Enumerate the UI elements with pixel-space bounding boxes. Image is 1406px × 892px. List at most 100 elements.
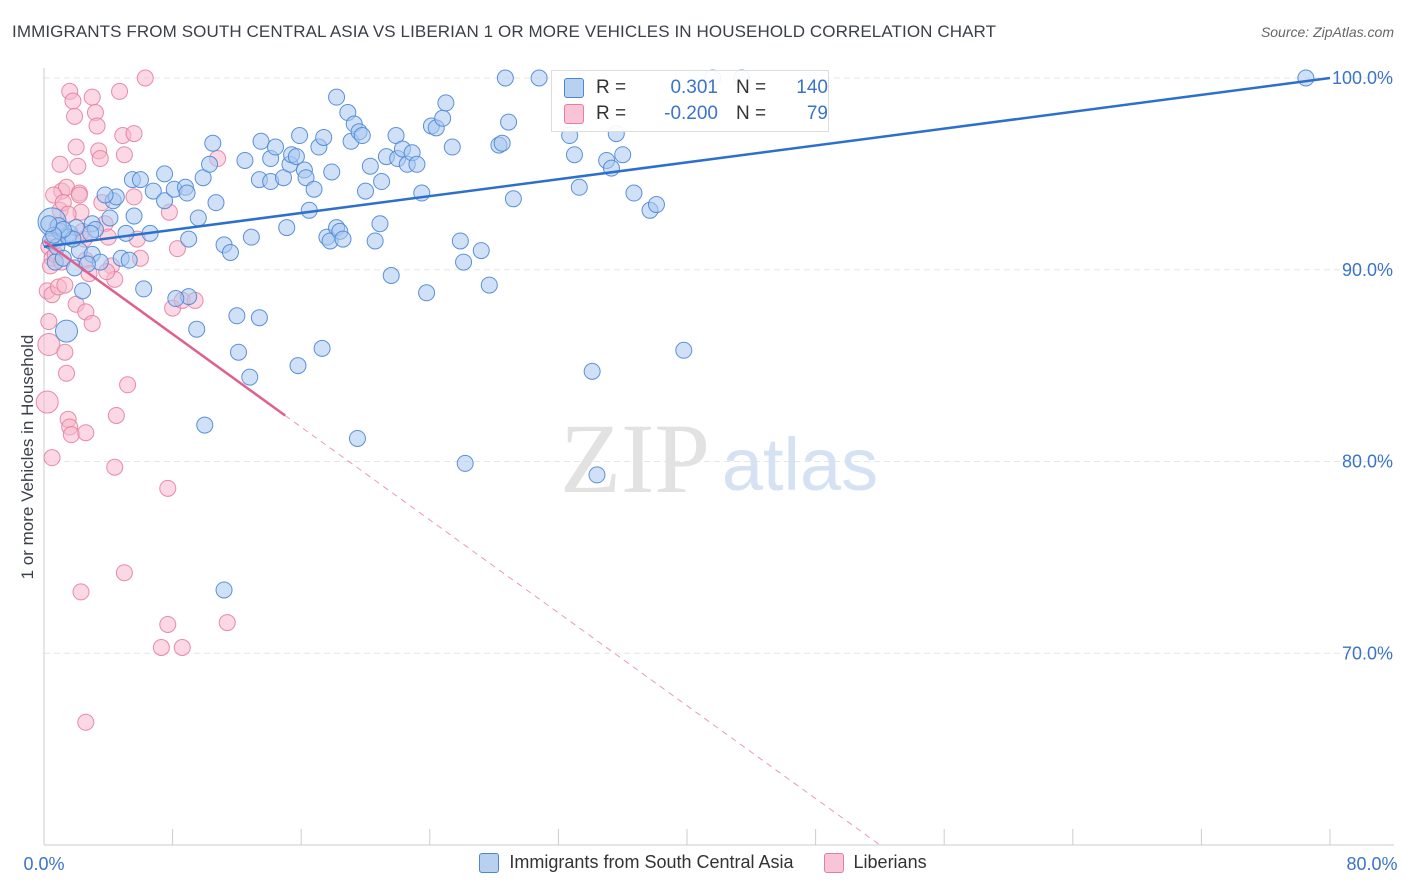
n-value: 79	[806, 103, 828, 124]
data-point-south-central-asia	[348, 429, 366, 447]
data-point-south-central-asia	[221, 243, 239, 261]
data-point-liberians	[106, 458, 124, 476]
data-point-south-central-asia	[408, 155, 426, 173]
trend-line-liberians-extension	[284, 415, 881, 846]
data-point-south-central-asia	[625, 184, 643, 202]
blue-swatch	[479, 852, 500, 873]
data-point-south-central-asia	[313, 339, 331, 357]
legend-label: Liberians	[853, 852, 927, 872]
legend-label: Immigrants from South Central Asia	[509, 852, 794, 872]
axes	[43, 68, 1394, 846]
data-point-south-central-asia	[675, 341, 693, 359]
data-point-south-central-asia	[443, 138, 461, 156]
data-point-south-central-asia	[418, 284, 436, 302]
r-label: R =	[596, 103, 627, 124]
data-point-liberians	[107, 406, 125, 424]
r-value: -0.200	[664, 103, 718, 124]
data-point-south-central-asia	[144, 182, 162, 200]
data-point-liberians	[173, 638, 191, 656]
trend-line-south-central-asia	[43, 76, 1331, 248]
data-point-liberians	[64, 92, 82, 110]
south-central-asia-points	[37, 69, 1315, 599]
data-point-liberians	[159, 479, 177, 497]
gridlines	[44, 77, 1394, 654]
data-point-liberians	[125, 125, 143, 143]
data-point-south-central-asia	[180, 230, 198, 248]
data-point-south-central-asia	[614, 146, 632, 164]
data-point-liberians	[218, 614, 236, 632]
data-point-south-central-asia	[373, 173, 391, 191]
data-point-south-central-asia	[588, 466, 606, 484]
data-point-liberians	[111, 82, 129, 100]
data-point-south-central-asia	[189, 209, 207, 227]
data-point-liberians	[69, 157, 87, 175]
data-point-liberians	[115, 146, 133, 164]
data-point-south-central-asia	[178, 184, 196, 202]
data-point-liberians	[70, 186, 88, 204]
data-point-liberians	[56, 276, 74, 294]
data-point-south-central-asia	[382, 267, 400, 285]
data-point-south-central-asia	[96, 186, 114, 204]
data-point-south-central-asia	[456, 454, 474, 472]
data-point-south-central-asia	[156, 165, 174, 183]
data-point-south-central-asia	[565, 146, 583, 164]
data-point-south-central-asia	[451, 232, 469, 250]
pink-swatch	[564, 104, 584, 124]
data-point-south-central-asia	[207, 194, 225, 212]
x-tick-label: 80.0%	[1346, 854, 1397, 874]
blue-swatch	[564, 78, 584, 98]
data-point-liberians	[51, 155, 69, 173]
data-point-south-central-asia	[366, 232, 384, 250]
data-point-south-central-asia	[40, 215, 58, 233]
data-point-south-central-asia	[74, 282, 92, 300]
data-point-south-central-asia	[328, 88, 346, 106]
data-point-south-central-asia	[353, 127, 371, 145]
data-point-liberians	[40, 313, 58, 331]
data-point-south-central-asia	[117, 224, 135, 242]
pink-swatch	[823, 852, 844, 873]
data-point-south-central-asia	[120, 251, 138, 269]
data-point-liberians	[35, 390, 59, 414]
trend-line-liberians	[43, 239, 286, 417]
data-point-south-central-asia	[188, 320, 206, 338]
data-point-south-central-asia	[530, 69, 548, 87]
watermark-atlas: atlas	[722, 423, 878, 506]
stats-row-pink: R = -0.200 N = 79	[564, 101, 828, 127]
n-label: N =	[736, 77, 767, 98]
data-point-liberians	[119, 376, 137, 394]
data-point-south-central-asia	[278, 219, 296, 237]
data-point-liberians	[66, 107, 84, 125]
data-point-south-central-asia	[204, 134, 222, 152]
data-point-south-central-asia	[156, 192, 174, 210]
data-point-south-central-asia	[289, 357, 307, 375]
data-point-south-central-asia	[583, 362, 601, 380]
data-point-south-central-asia	[125, 207, 143, 225]
data-point-liberians	[56, 343, 74, 361]
r-label: R =	[596, 77, 627, 98]
data-point-south-central-asia	[287, 148, 305, 166]
data-point-south-central-asia	[230, 343, 248, 361]
data-point-south-central-asia	[241, 368, 259, 386]
data-point-south-central-asia	[250, 309, 268, 327]
data-point-south-central-asia	[315, 128, 333, 146]
y-tick-label: 90.0%	[1342, 260, 1393, 280]
trend-lines	[43, 76, 1331, 846]
data-point-south-central-asia	[228, 307, 246, 325]
data-point-south-central-asia	[55, 319, 79, 343]
series-legend: Immigrants from South Central Asia Liber…	[0, 852, 1406, 873]
data-point-south-central-asia	[371, 215, 389, 233]
data-point-liberians	[83, 88, 101, 106]
data-point-south-central-asia	[361, 157, 379, 175]
data-point-south-central-asia	[54, 249, 72, 267]
r-value: 0.301	[670, 77, 718, 98]
data-point-liberians	[136, 69, 154, 87]
data-point-liberians	[88, 117, 106, 135]
y-tick-label: 80.0%	[1342, 452, 1393, 472]
data-point-south-central-asia	[1297, 69, 1315, 87]
source-label: Source: ZipAtlas.com	[1260, 24, 1394, 40]
data-point-south-central-asia	[297, 169, 315, 187]
data-point-liberians	[91, 150, 109, 168]
data-point-south-central-asia	[236, 151, 254, 169]
legend-item-liberians: Liberians	[823, 852, 927, 873]
